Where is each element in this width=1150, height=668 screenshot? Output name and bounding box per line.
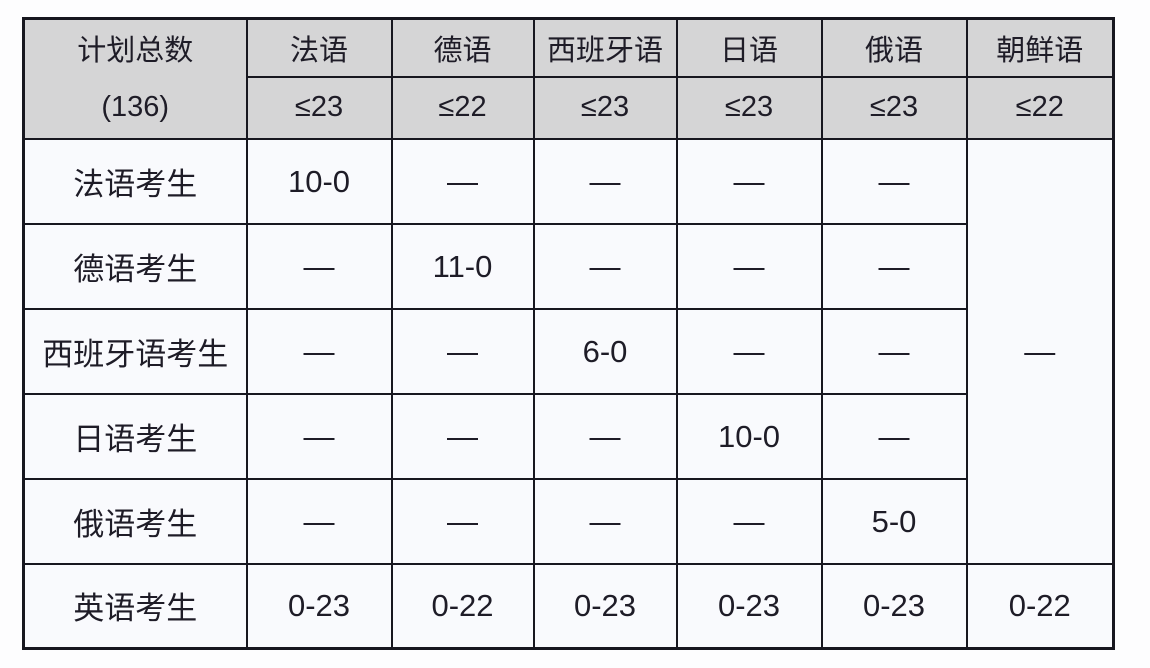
- value-cell: —: [390, 393, 535, 480]
- row-label: 英语考生: [22, 563, 248, 649]
- value-cell: 0-23: [820, 563, 968, 649]
- value-cell: —: [820, 223, 968, 310]
- header-cell-language-korean: 朝鲜语: [965, 17, 1115, 78]
- value-cell: 0-22: [390, 563, 535, 649]
- table-row-spanish-examinees: 西班牙语考生 — — 6-0 — —: [22, 308, 1114, 395]
- header-cell-limit-french: ≤23: [245, 75, 393, 141]
- value-cell: 0-23: [675, 563, 823, 649]
- table-row-german-examinees: 德语考生 — 11-0 — — —: [22, 223, 1114, 310]
- table-row-russian-examinees: 俄语考生 — — — — 5-0: [22, 478, 1114, 565]
- value-cell: —: [675, 308, 823, 395]
- header-cell-language-german: 德语: [390, 17, 535, 78]
- corner-cell-inner: 计划总数 (136): [26, 20, 245, 137]
- value-cell: —: [390, 138, 535, 225]
- value-cell: 5-0: [820, 478, 968, 565]
- admission-plan-table-wrap: 计划总数 (136) 法语 德语 西班牙语 日语 俄语 朝鲜语 ≤23 ≤22 …: [22, 17, 1115, 650]
- value-cell: —: [390, 478, 535, 565]
- table-row-french-examinees: 法语考生 10-0 — — — — —: [22, 138, 1115, 565]
- value-cell: —: [820, 393, 968, 480]
- value-cell: —: [390, 308, 535, 395]
- header-cell-language-spanish: 西班牙语: [532, 17, 678, 78]
- row-label: 日语考生: [22, 393, 248, 480]
- plan-total-count: (136): [101, 90, 170, 123]
- header-row-limits: ≤23 ≤22 ≤23 ≤23 ≤23 ≤22: [24, 75, 1115, 141]
- value-cell: —: [532, 478, 678, 565]
- value-cell: —: [245, 478, 393, 565]
- value-cell: —: [675, 223, 823, 310]
- plan-total-title: 计划总数: [77, 35, 194, 67]
- header-cell-language-russian: 俄语: [820, 17, 968, 78]
- header-row-languages: 计划总数 (136) 法语 德语 西班牙语 日语 俄语 朝鲜语: [22, 17, 1115, 140]
- table-row-english-examinees: 英语考生 0-23 0-22 0-23 0-23 0-23 0-22: [22, 563, 1115, 649]
- row-label: 德语考生: [22, 223, 248, 310]
- admission-plan-table: 计划总数 (136) 法语 德语 西班牙语 日语 俄语 朝鲜语 ≤23 ≤22 …: [22, 17, 1115, 650]
- value-cell: 0-23: [532, 563, 678, 649]
- value-cell: —: [675, 138, 823, 225]
- row-label: 法语考生: [22, 138, 248, 225]
- value-cell: —: [532, 138, 678, 225]
- header-cell-language-japanese: 日语: [675, 17, 823, 78]
- header-cell-limit-japanese: ≤23: [675, 75, 823, 141]
- header-cell-limit-korean: ≤22: [965, 75, 1115, 141]
- header-cell-limit-german: ≤22: [390, 75, 535, 141]
- header-cell-limit-russian: ≤23: [820, 75, 968, 141]
- corner-cell-plan-total: 计划总数 (136): [22, 17, 248, 140]
- value-cell: —: [820, 308, 968, 395]
- value-cell: —: [245, 308, 393, 395]
- value-cell: —: [245, 223, 393, 310]
- value-cell: —: [532, 393, 678, 480]
- value-cell: 11-0: [390, 223, 535, 310]
- value-cell: 0-22: [965, 563, 1115, 649]
- value-cell: —: [245, 393, 393, 480]
- value-cell: 10-0: [675, 393, 823, 480]
- value-cell: —: [532, 223, 678, 310]
- value-cell: 6-0: [532, 308, 678, 395]
- value-cell: 0-23: [245, 563, 393, 649]
- value-cell: —: [820, 138, 968, 225]
- header-cell-language-french: 法语: [245, 17, 393, 78]
- value-cell: 10-0: [245, 138, 393, 225]
- header-cell-limit-spanish: ≤23: [532, 75, 678, 141]
- table-row-japanese-examinees: 日语考生 — — — 10-0 —: [22, 393, 1114, 480]
- value-cell: —: [675, 478, 823, 565]
- row-label: 俄语考生: [22, 478, 248, 565]
- row-label: 西班牙语考生: [22, 308, 248, 395]
- merged-korean-value-cell: —: [965, 138, 1115, 565]
